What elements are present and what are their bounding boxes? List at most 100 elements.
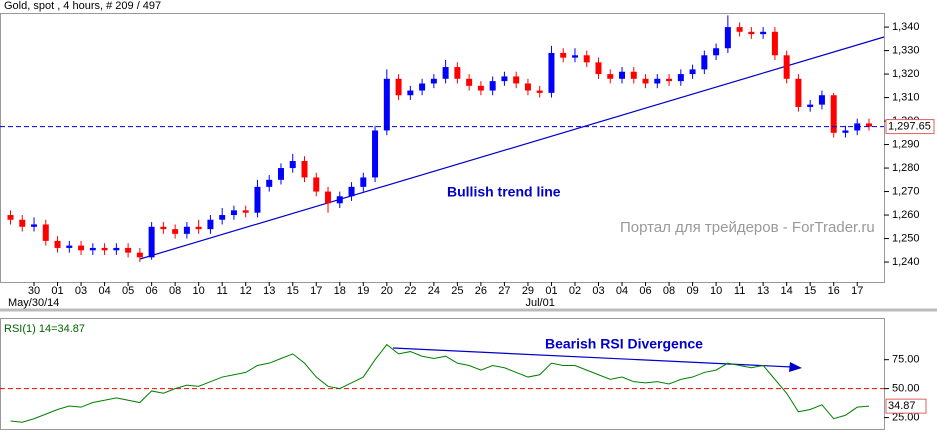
candle-body: [89, 247, 96, 251]
candle-body: [724, 27, 731, 49]
candle-body: [489, 81, 496, 91]
x-tick-label: 04: [616, 285, 628, 297]
y-tick-label: 1,310: [892, 91, 920, 103]
candle-body: [571, 55, 578, 58]
candle-body: [560, 52, 567, 58]
candle-body: [619, 71, 626, 79]
y-tick-label: 1,320: [892, 68, 920, 80]
x-tick-label: 26: [475, 285, 487, 297]
candle-body: [736, 27, 743, 32]
candle-body: [677, 74, 684, 82]
candle-body: [195, 226, 202, 230]
x-tick-label: 15: [804, 285, 816, 297]
candle-body: [266, 179, 273, 187]
candle-body: [348, 186, 355, 197]
x-tick-label: 20: [381, 285, 393, 297]
x-tick-label: 06: [639, 285, 651, 297]
candle-body: [219, 215, 226, 220]
x-tick-label: 27: [498, 285, 510, 297]
x-tick-label: 22: [404, 285, 416, 297]
candle-body: [865, 123, 872, 127]
candle-body: [701, 55, 708, 70]
y-tick-label: 1,260: [892, 209, 920, 221]
x-tick-label: 18: [334, 285, 346, 297]
price-panel: [0, 13, 885, 283]
candle-body: [419, 83, 426, 91]
divergence-annotation: Bearish RSI Divergence: [545, 336, 703, 352]
candle-body: [583, 55, 590, 63]
x-tick-label: 10: [710, 285, 722, 297]
x-tick-label: 10: [193, 285, 205, 297]
candle-body: [183, 226, 190, 234]
candle-body: [524, 83, 531, 91]
y-tick-label: 1,270: [892, 185, 920, 197]
candle-body: [372, 130, 379, 178]
x-tick-label: 01: [51, 285, 63, 297]
y-tick-label: 1,330: [892, 44, 920, 56]
candle-body: [713, 48, 720, 56]
candle-body: [325, 191, 332, 204]
watermark: Портал для трейдеров - ForTrader.ru: [620, 219, 875, 236]
y-tick-label: 1,250: [892, 232, 920, 244]
candle-body: [230, 210, 237, 216]
candle-body: [54, 240, 61, 248]
x-tick-label: 01: [545, 285, 557, 297]
candle-body: [172, 229, 179, 234]
x-tick-label: 11: [216, 285, 227, 297]
divergence-arrow: [392, 347, 793, 368]
date-label: May/30/14: [8, 297, 59, 309]
candle-body: [148, 226, 155, 258]
x-tick-label: 19: [357, 285, 369, 297]
candle-body: [242, 210, 249, 213]
x-tick-label: 25: [451, 285, 463, 297]
candle-body: [7, 215, 14, 220]
candle-body: [548, 52, 555, 93]
candle-body: [313, 177, 320, 192]
y-tick-label: 1,240: [892, 256, 920, 268]
candle-body: [830, 95, 837, 133]
rsi-panel: [0, 318, 885, 430]
candle-body: [31, 224, 38, 227]
candle-body: [277, 168, 284, 180]
x-tick-label: 05: [122, 285, 134, 297]
x-tick-label: 06: [145, 285, 157, 297]
x-tick-label: 17: [851, 285, 863, 297]
trend-annotation: Bullish trend line: [447, 184, 561, 200]
x-tick-label: 29: [522, 285, 534, 297]
x-tick-label: 13: [757, 285, 769, 297]
candle-body: [760, 31, 767, 35]
candle-body: [160, 226, 167, 230]
candle-body: [395, 78, 402, 96]
candle-body: [336, 196, 343, 204]
last-price-label: 1,297.65: [888, 120, 931, 132]
date-label: Jul/01: [525, 297, 554, 309]
rsi-title: RSI(1) 14=34.87: [4, 323, 85, 335]
rsi-line: [10, 343, 870, 423]
x-tick-label: 15: [287, 285, 299, 297]
y-tick-label: 75.00: [892, 354, 920, 366]
x-tick-label: 09: [686, 285, 698, 297]
x-tick-label: 16: [828, 285, 840, 297]
candle-body: [666, 78, 673, 82]
candle-body: [360, 177, 367, 187]
x-tick-label: 17: [310, 285, 322, 297]
x-tick-label: 03: [592, 285, 604, 297]
candle-body: [477, 85, 484, 91]
candle-body: [654, 78, 661, 84]
candle-body: [689, 69, 696, 75]
y-tick-label: 1,290: [892, 138, 920, 150]
candle-body: [125, 247, 132, 253]
candle-body: [466, 78, 473, 86]
candle-body: [289, 161, 296, 169]
candle-body: [383, 78, 390, 131]
x-tick-label: 12: [240, 285, 252, 297]
candle-body: [42, 224, 49, 241]
candle-body: [783, 55, 790, 79]
candle-body: [442, 67, 449, 79]
candle-body: [430, 78, 437, 84]
candle-body: [66, 245, 73, 248]
x-tick-label: 02: [569, 285, 581, 297]
last-price-box: [885, 119, 935, 135]
candle-body: [78, 245, 85, 251]
